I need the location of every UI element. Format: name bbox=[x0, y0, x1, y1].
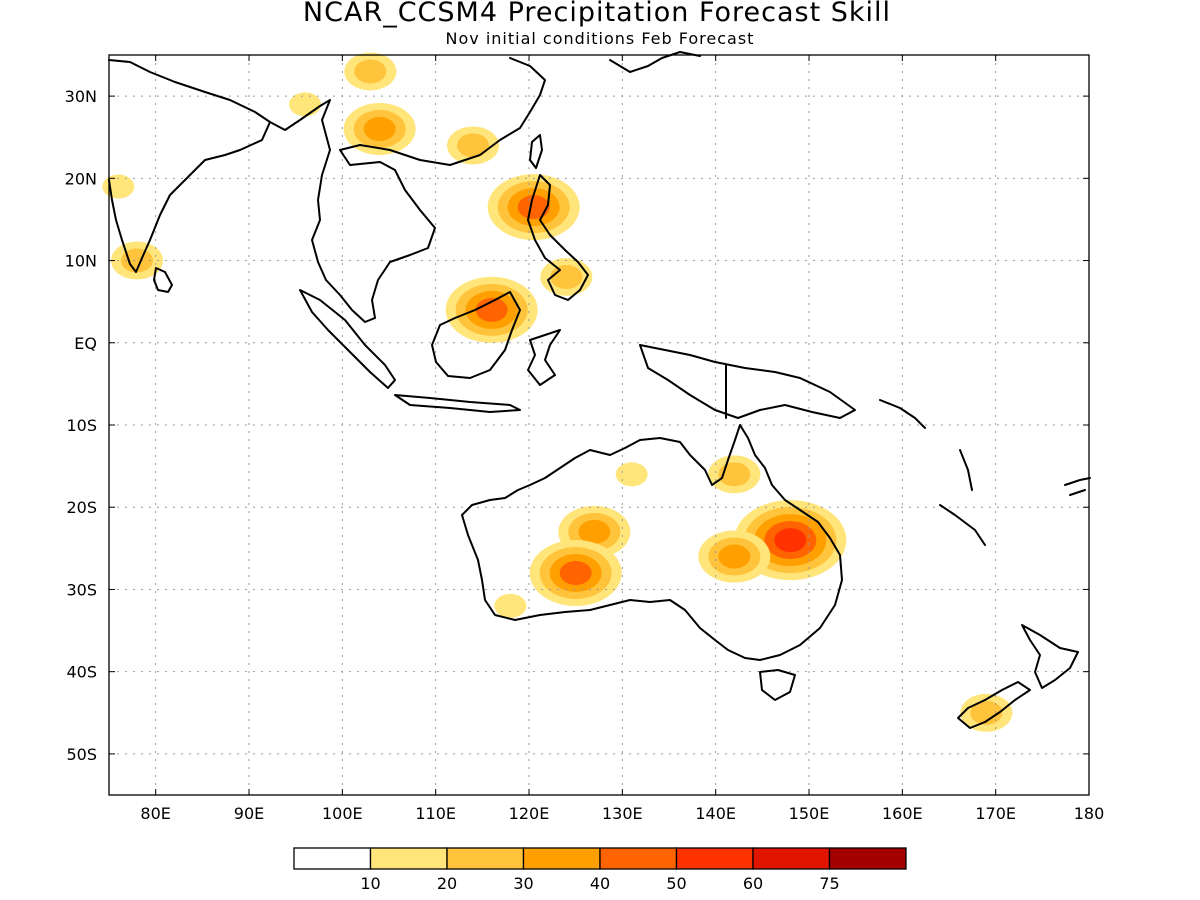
lat-tick-label: 10S bbox=[66, 416, 97, 435]
skill-contour-level-3 bbox=[718, 544, 751, 569]
colorbar-swatch bbox=[675, 847, 754, 870]
colorbar-swatch bbox=[522, 847, 601, 870]
lat-tick-label: 20N bbox=[65, 169, 97, 188]
lon-tick-label: 150E bbox=[789, 804, 830, 823]
skill-contour-level-4 bbox=[475, 297, 508, 322]
lon-tick-label: 120E bbox=[509, 804, 550, 823]
colorbar-label: 20 bbox=[437, 874, 457, 893]
coastline-japan bbox=[609, 51, 701, 73]
skill-contour-level-4 bbox=[559, 561, 592, 585]
skill-region-mindanao bbox=[540, 258, 593, 296]
colorbar-label: 60 bbox=[743, 874, 763, 893]
coastline-fiji bbox=[1064, 477, 1091, 496]
lon-tick-label: 160E bbox=[882, 804, 923, 823]
colorbar-label: 30 bbox=[513, 874, 533, 893]
skill-contour-level-3 bbox=[363, 117, 396, 141]
coastline-tasmania bbox=[759, 669, 796, 701]
coastlines bbox=[108, 51, 1091, 729]
skill-contour-level-1 bbox=[494, 593, 527, 618]
skill-region-south-china bbox=[343, 103, 416, 155]
lon-tick-label: 140E bbox=[695, 804, 736, 823]
skill-region-luzon bbox=[487, 174, 580, 241]
lat-tick-label: 50S bbox=[66, 745, 97, 764]
skill-region-india-south bbox=[111, 241, 163, 280]
coastline-sulawesi bbox=[527, 329, 561, 386]
colorbar: 10 20 30 40 50 60 75 bbox=[293, 847, 907, 893]
map-title: NCAR_CCSM4 Precipitation Forecast Skill bbox=[303, 0, 891, 28]
lat-tick-label: EQ bbox=[74, 334, 97, 353]
coastline-java bbox=[394, 394, 521, 413]
gridlines bbox=[109, 55, 1090, 795]
coastline-new-guinea bbox=[639, 344, 856, 419]
coastline-new-zealand-south bbox=[957, 681, 1031, 729]
lat-tick-label: 30N bbox=[65, 87, 97, 106]
skill-contour-level-2 bbox=[550, 265, 583, 289]
colorbar-label: 75 bbox=[819, 874, 839, 893]
coastline-vanuatu-new-caledonia bbox=[939, 449, 986, 546]
lat-tick-label: 40S bbox=[66, 663, 97, 682]
skill-contour-level-2 bbox=[121, 248, 153, 273]
skill-contour-level-4 bbox=[517, 195, 550, 220]
skill-contour-level-1 bbox=[615, 462, 648, 487]
coastline-sri-lanka bbox=[153, 267, 173, 293]
coastline-india bbox=[108, 59, 271, 273]
axis-ticks: 30N 20N 10N EQ 10S 20S 30S 40S 50S 80E 90E 100E 110E… bbox=[65, 55, 1105, 823]
coastline-new-zealand-north bbox=[1021, 624, 1079, 689]
coastline-taiwan bbox=[529, 134, 543, 169]
skill-contour-level-5 bbox=[774, 528, 807, 553]
lat-tick-label: 10N bbox=[65, 252, 97, 271]
skill-region-tibet-north bbox=[344, 52, 397, 91]
lat-tick-label: 30S bbox=[66, 580, 97, 599]
colorbar-swatch bbox=[828, 847, 907, 870]
skill-contour-level-2 bbox=[354, 59, 387, 84]
colorbar-label: 10 bbox=[360, 874, 380, 893]
skill-region-southeast-china bbox=[447, 126, 499, 165]
colorbar-swatch bbox=[599, 847, 678, 870]
coastline-australia bbox=[461, 424, 843, 661]
skill-region-new-zealand-south bbox=[960, 693, 1013, 732]
skill-region-southwest-australia bbox=[494, 593, 527, 618]
colorbar-label: 40 bbox=[590, 874, 610, 893]
colorbar-swatch bbox=[752, 847, 831, 870]
colorbar-swatch bbox=[293, 847, 372, 870]
colorbar-label: 50 bbox=[666, 874, 686, 893]
coastline-solomon-islands bbox=[879, 399, 926, 429]
skill-region-arnhem bbox=[615, 462, 648, 487]
coastline-sumatra bbox=[299, 289, 396, 389]
coastline-borneo bbox=[431, 291, 521, 379]
skill-contour-level-3 bbox=[578, 519, 611, 544]
skill-shading-layer bbox=[102, 52, 1013, 732]
skill-contour-level-2 bbox=[718, 462, 751, 487]
skill-region-borneo-north bbox=[445, 276, 538, 343]
lon-tick-label: 170E bbox=[975, 804, 1016, 823]
skill-region-pilbara bbox=[529, 540, 622, 606]
skill-region-queensland-north bbox=[708, 455, 761, 494]
lon-tick-label: 110E bbox=[415, 804, 456, 823]
lon-tick-label: 180 bbox=[1074, 804, 1105, 823]
skill-contour-level-2 bbox=[970, 700, 1003, 725]
colorbar-swatch bbox=[446, 847, 525, 870]
colorbar-swatch bbox=[369, 847, 448, 870]
lon-tick-label: 80E bbox=[140, 804, 170, 823]
lat-tick-label: 20S bbox=[66, 498, 97, 517]
skill-contour-level-2 bbox=[457, 133, 489, 158]
lon-tick-label: 100E bbox=[322, 804, 363, 823]
lon-tick-label: 130E bbox=[602, 804, 643, 823]
coastline-philippines bbox=[527, 174, 589, 301]
map-subtitle: Nov initial conditions Feb Forecast bbox=[446, 29, 755, 48]
skill-region-central-australia bbox=[698, 530, 771, 583]
coastline-southeast-asia bbox=[269, 57, 546, 323]
lon-tick-label: 90E bbox=[234, 804, 264, 823]
